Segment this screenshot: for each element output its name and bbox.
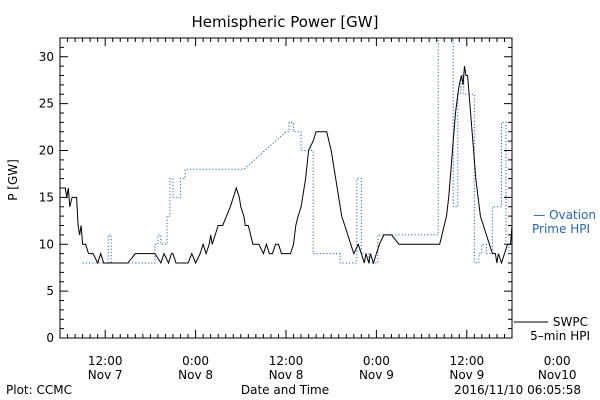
y-tick-label: 10 bbox=[39, 237, 54, 251]
legend-swpc-line2: 5–min HPI bbox=[530, 329, 590, 343]
y-tick-label: 30 bbox=[39, 50, 54, 64]
x-tick-time-label: 0:00 bbox=[182, 354, 209, 368]
y-tick-label: 25 bbox=[39, 97, 54, 111]
x-tick-time-label: 12:00 bbox=[450, 354, 485, 368]
x-tick-date-label: Nov10 bbox=[538, 368, 577, 382]
x-tick-time-label: 0:00 bbox=[544, 354, 571, 368]
y-axis: 0 5 10 15 20 25 30 bbox=[39, 37, 512, 345]
footer-credit: Plot: CCMC bbox=[6, 383, 72, 397]
legend-ovation-line1: — Ovation bbox=[533, 208, 596, 222]
series-layer bbox=[60, 38, 512, 265]
x-tick-date-label: Nov 7 bbox=[88, 368, 123, 382]
plot-area-frame bbox=[59, 37, 513, 339]
y-tick-label: 0 bbox=[46, 331, 54, 345]
y-tick-label: 15 bbox=[39, 190, 54, 204]
y-tick-label: 5 bbox=[46, 284, 54, 298]
x-tick-date-label: Nov 8 bbox=[178, 368, 213, 382]
footer-timestamp: 2016/11/10 06:05:58 bbox=[454, 383, 581, 397]
x-tick-time-label: 12:00 bbox=[269, 354, 304, 368]
x-tick-time-label: 12:00 bbox=[88, 354, 123, 368]
y-tick-label: 20 bbox=[39, 144, 54, 158]
chart-title: Hemispheric Power [GW] bbox=[192, 13, 379, 31]
x-tick-date-label: Nov 8 bbox=[269, 368, 304, 382]
legend-swpc-line1: SWPC bbox=[553, 315, 588, 329]
y-axis-label: P [GW] bbox=[6, 159, 20, 201]
x-axis-label: Date and Time bbox=[241, 383, 329, 397]
x-tick-date-label: Nov 9 bbox=[359, 368, 394, 382]
swpc-5min-hpi-line bbox=[60, 66, 512, 265]
x-tick-date-label: Nov 9 bbox=[449, 368, 484, 382]
legend-ovation-line2: Prime HPI bbox=[532, 222, 590, 236]
x-tick-time-label: 0:00 bbox=[363, 354, 390, 368]
ovation-prime-hpi-line bbox=[82, 38, 512, 264]
